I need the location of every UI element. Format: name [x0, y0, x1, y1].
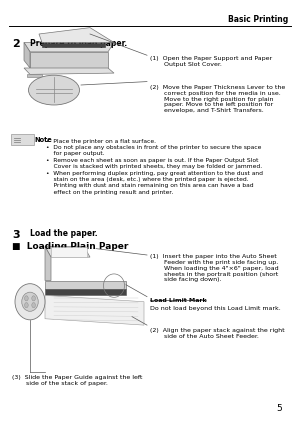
Circle shape: [25, 296, 28, 301]
Text: 5: 5: [276, 404, 282, 413]
Ellipse shape: [15, 284, 45, 320]
Circle shape: [32, 296, 35, 301]
Text: (2)  Align the paper stack against the right
       side of the Auto Sheet Feede: (2) Align the paper stack against the ri…: [150, 328, 285, 339]
Text: Prepare to load paper.: Prepare to load paper.: [30, 39, 127, 48]
Text: (3)  Slide the Paper Guide against the left
       side of the stack of paper.: (3) Slide the Paper Guide against the le…: [12, 375, 142, 385]
Polygon shape: [24, 42, 114, 52]
Text: (1)  Insert the paper into the Auto Sheet
       Feeder with the print side faci: (1) Insert the paper into the Auto Sheet…: [150, 254, 279, 282]
Polygon shape: [45, 280, 126, 289]
Text: Do not load beyond this Load Limit mark.: Do not load beyond this Load Limit mark.: [150, 306, 281, 311]
Text: Note: Note: [34, 137, 52, 143]
Polygon shape: [51, 246, 87, 257]
Text: •  Place the printer on a flat surface.
•  Do not place any obstacles in front o: • Place the printer on a flat surface. •…: [46, 139, 263, 195]
Polygon shape: [30, 52, 108, 68]
Circle shape: [25, 303, 28, 308]
Polygon shape: [42, 42, 105, 47]
Polygon shape: [24, 42, 30, 68]
Text: Basic Printing: Basic Printing: [228, 15, 288, 24]
Polygon shape: [24, 68, 114, 74]
Polygon shape: [45, 295, 144, 325]
Circle shape: [32, 303, 35, 308]
Text: (2)  Move the Paper Thickness Lever to the
       correct position for the media: (2) Move the Paper Thickness Lever to th…: [150, 85, 285, 113]
Polygon shape: [45, 246, 90, 257]
FancyBboxPatch shape: [11, 134, 34, 145]
Polygon shape: [27, 74, 42, 77]
Text: Load Limit Mark: Load Limit Mark: [150, 298, 207, 303]
Polygon shape: [39, 28, 114, 42]
Polygon shape: [45, 246, 51, 280]
Text: (1)  Open the Paper Support and Paper
       Output Slot Cover.: (1) Open the Paper Support and Paper Out…: [150, 56, 272, 67]
Ellipse shape: [22, 292, 38, 311]
Polygon shape: [45, 289, 126, 295]
Text: 2: 2: [12, 39, 20, 49]
Text: ■  Loading Plain Paper: ■ Loading Plain Paper: [12, 242, 128, 251]
Text: Load the paper.: Load the paper.: [30, 230, 98, 238]
Text: 3: 3: [12, 230, 20, 240]
Ellipse shape: [28, 75, 80, 105]
